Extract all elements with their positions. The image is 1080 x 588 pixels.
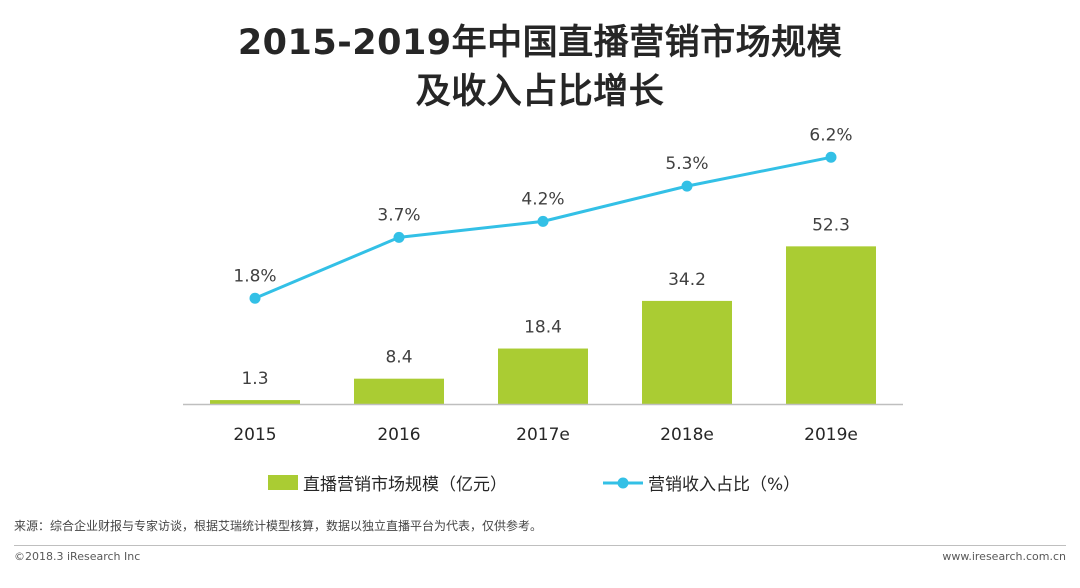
line-point-2018e [681,180,693,192]
bar-2015 [210,400,300,404]
footer-divider [14,545,1066,546]
line-value-label: 1.8% [233,266,276,286]
x-tick-label: 2015 [233,425,276,445]
legend: 直播营销市场规模（亿元） 营销收入占比（%） [268,475,800,495]
x-tick-label: 2019e [804,425,858,445]
website-text: www.iresearch.com.cn [942,550,1066,563]
bar-2017e [498,348,588,404]
line-value-label: 3.7% [377,205,420,225]
bar-2019e [786,246,876,404]
line-value-label: 6.2% [809,125,852,145]
bar-2016 [354,378,444,404]
legend-bar-swatch [268,475,298,490]
bar-value-label: 18.4 [524,318,562,338]
bar-2018e [642,300,732,404]
line-point-2017e [537,215,549,227]
source-note: 来源：综合企业财报与专家访谈，根据艾瑞统计模型核算，数据以独立直播平台为代表，仅… [14,519,543,533]
chart-title-line-2: 及收入占比增长 [415,72,665,112]
line-point-2016 [393,231,405,243]
line-point-2015 [249,292,261,304]
bar-value-label: 1.3 [241,369,268,389]
legend-line-marker [617,477,629,489]
chart-area: 1.38.418.434.252.3 2015 2016 2017e 2018e 201… [183,125,903,495]
bar-value-label: 8.4 [385,348,412,368]
x-tick-labels: 2015 2016 2017e 2018e 2019e [233,425,858,445]
line-series-path [254,155,832,300]
line-value-label: 5.3% [665,154,708,174]
legend-line-label: 营销收入占比（%） [648,475,800,495]
legend-bar-label: 直播营销市场规模（亿元） [303,475,507,495]
line-value-label: 4.2% [521,189,564,209]
bar-value-label: 52.3 [812,215,850,235]
copyright-text: ©2018.3 iResearch Inc [14,550,141,563]
x-tick-label: 2017e [516,425,570,445]
bar-value-label: 34.2 [668,270,706,290]
line-point-2019e [825,151,837,163]
x-tick-label: 2018e [660,425,714,445]
x-tick-label: 2016 [377,425,420,445]
line-series-layer: 1.8% 3.7% 4.2% 5.3% 6.2% [233,125,853,304]
bars-layer: 1.3 8.4 18.4 34.2 52.3 [210,215,876,404]
chart-title-line-1: 2015-2019年中国直播营销市场规模 [237,23,843,63]
